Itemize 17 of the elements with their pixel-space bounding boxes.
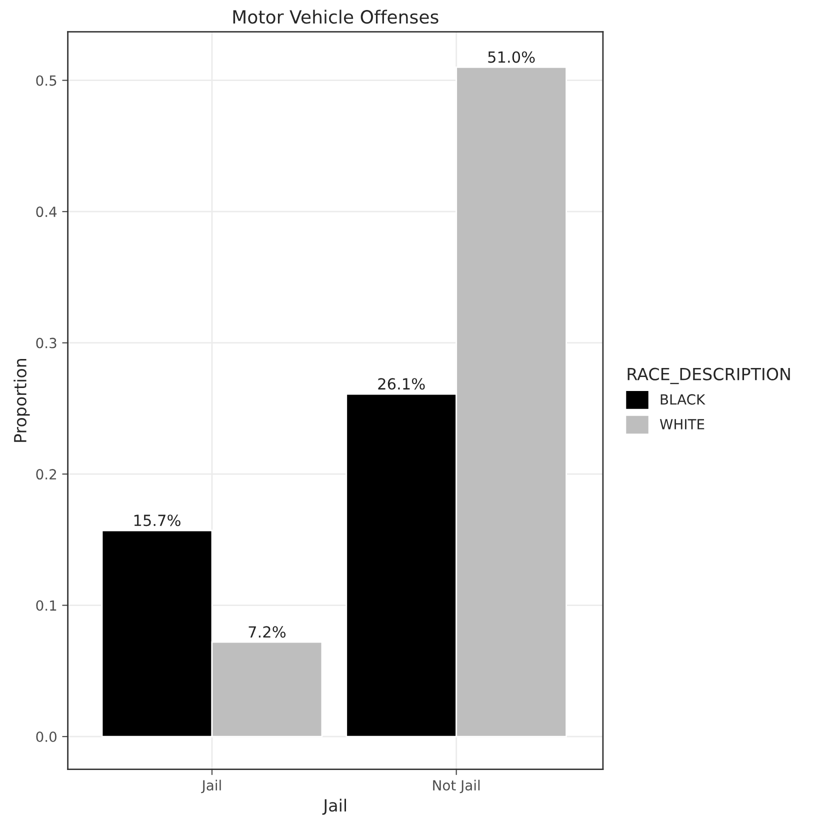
x-tick-label: Not Jail — [433, 780, 480, 794]
y-tick-label: 0.0 — [36, 732, 56, 742]
y-tick-label: 0.1 — [36, 600, 56, 611]
y-tick-label: 0.4 — [36, 206, 57, 218]
data-label: 15.7% — [134, 514, 180, 526]
legend-title: RACE_DESCRIPTION — [628, 368, 790, 384]
y-tick-label: 0.2 — [36, 469, 56, 480]
data-label: 51.0% — [488, 51, 535, 63]
data-label: 26.1% — [378, 378, 425, 390]
y-tick-label: 0.3 — [36, 338, 56, 348]
data-label: 7.2% — [248, 626, 286, 638]
y-tick-label: 0.5 — [36, 75, 56, 86]
legend-label: BLACK — [660, 394, 706, 405]
chart-title: Motor Vehicle Offenses — [233, 10, 438, 24]
legend-label: WHITE — [660, 419, 704, 430]
y-axis-title: Proportion — [14, 358, 30, 442]
x-axis-title: Jail — [322, 798, 346, 815]
